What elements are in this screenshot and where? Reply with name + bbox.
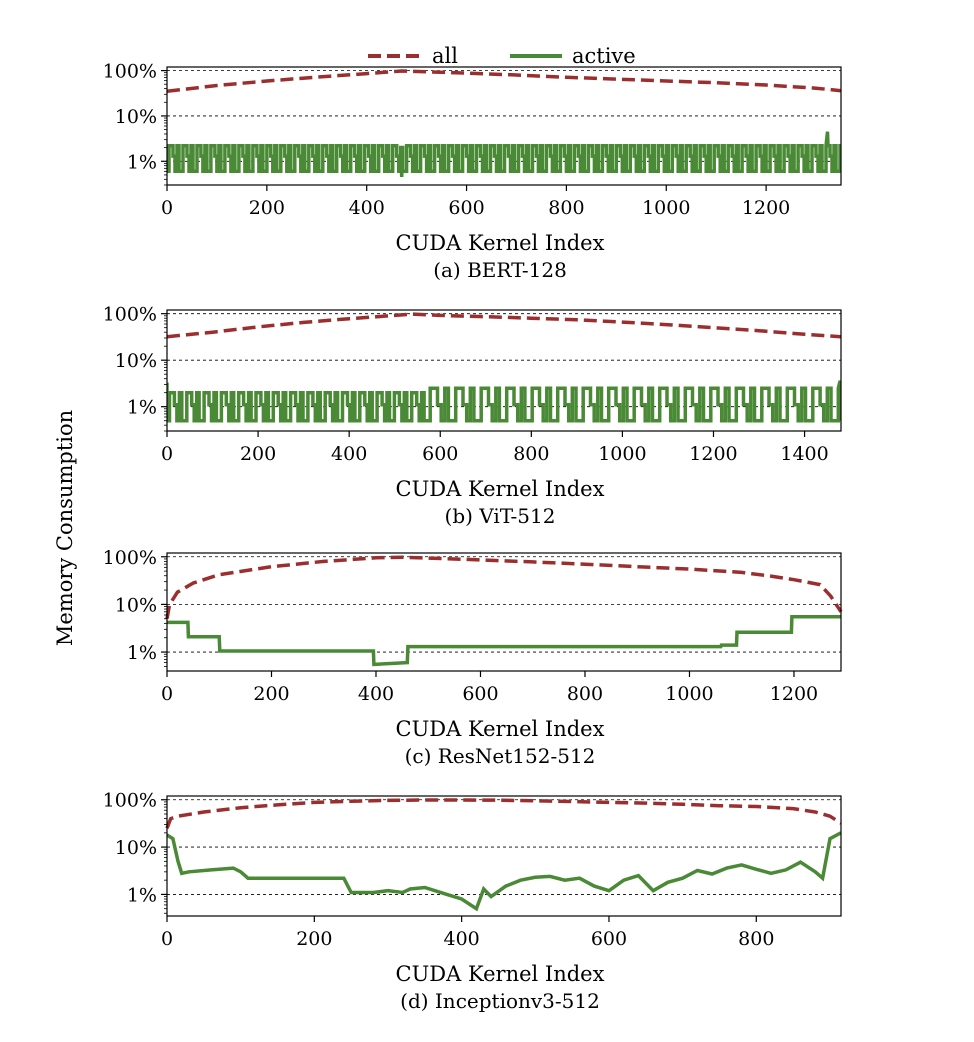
x-tick-label: 200: [253, 683, 289, 705]
x-tick-label: 800: [738, 928, 774, 950]
x-tick-label: 600: [591, 928, 627, 950]
legend-active-label: active: [572, 44, 636, 68]
y-tick-label: 1%: [127, 884, 157, 906]
x-tick-label: 400: [358, 683, 394, 705]
x-tick-label: 800: [513, 443, 549, 465]
x-tick-label: 200: [249, 197, 285, 219]
chart-panel-4: 1% 10% 100% 0 200 400 600 800 CUDA Kernel Index (…: [103, 790, 842, 1013]
series-line-all: [166, 69, 842, 94]
x-tick-label: 0: [161, 683, 173, 705]
legend-all-label: all: [432, 44, 458, 68]
x-tick-label: 1200: [742, 197, 790, 219]
x-tick-label: 400: [349, 197, 385, 219]
y-tick-label: 100%: [103, 304, 157, 326]
y-tick-label: 1%: [127, 397, 157, 419]
x-tick-label: 400: [444, 928, 480, 950]
x-axis-title: CUDA Kernel Index: [396, 231, 605, 255]
x-tick-label: 200: [296, 928, 332, 950]
x-tick-label: 0: [161, 197, 173, 219]
y-tick-label: 100%: [103, 790, 157, 812]
x-tick-label: 1200: [689, 443, 737, 465]
chart-panel-2: 1% 10% 100% 0 200 400 600 800 1000 1200 1400 CUDA K…: [103, 304, 842, 528]
y-tick-label: 10%: [115, 350, 157, 372]
series-line-active: [167, 831, 841, 912]
chart-panel-1: 1% 10% 100% 0 200 400 600 800 1000 1200 CUDA Kerne…: [103, 61, 842, 282]
plot-frame: [166, 795, 842, 917]
panels-group: 1% 10% 100% 0 200 400 600 800 1000 1200 CUDA Kerne…: [103, 61, 843, 1013]
x-tick-label: 800: [567, 683, 603, 705]
x-tick-label: 0: [161, 928, 173, 950]
series-line-active: [167, 131, 841, 178]
chart-panel-3: 1% 10% 100% 0 200 400 600 800 1000 1200 CUDA Kerne…: [103, 547, 843, 768]
x-axis-title: CUDA Kernel Index: [396, 717, 605, 741]
series-line-active: [167, 380, 841, 423]
y-tick-label: 10%: [115, 837, 157, 859]
panel-caption: (a) BERT-128: [433, 258, 567, 282]
x-tick-label: 0: [161, 443, 173, 465]
panel-caption: (c) ResNet152-512: [405, 744, 596, 768]
series-line-all: [166, 312, 842, 339]
x-tick-label: 1000: [642, 197, 690, 219]
x-axis-title: CUDA Kernel Index: [396, 477, 605, 501]
y-tick-label: 100%: [103, 547, 157, 569]
legend: all active: [368, 44, 636, 68]
series-line-all: [165, 798, 842, 829]
x-tick-label: 1200: [770, 683, 818, 705]
x-tick-label: 600: [448, 197, 484, 219]
panel-caption: (b) ViT-512: [445, 504, 556, 528]
series-line-active: [167, 615, 841, 667]
x-axis-title: CUDA Kernel Index: [396, 962, 605, 986]
y-tick-label: 100%: [103, 61, 157, 83]
x-tick-label: 200: [240, 443, 276, 465]
x-tick-label: 800: [548, 197, 584, 219]
shared-y-axis-title: Memory Consumption: [53, 410, 77, 646]
x-tick-label: 600: [422, 443, 458, 465]
y-tick-label: 1%: [127, 151, 157, 173]
series-line-all: [165, 555, 843, 620]
x-tick-label: 400: [331, 443, 367, 465]
y-tick-label: 10%: [115, 594, 157, 616]
x-tick-label: 600: [462, 683, 498, 705]
x-tick-label: 1000: [598, 443, 646, 465]
panel-caption: (d) Inceptionv3-512: [400, 989, 600, 1013]
y-tick-label: 1%: [127, 642, 157, 664]
x-tick-label: 1000: [665, 683, 713, 705]
y-tick-label: 10%: [115, 106, 157, 128]
x-tick-label: 1400: [780, 443, 828, 465]
